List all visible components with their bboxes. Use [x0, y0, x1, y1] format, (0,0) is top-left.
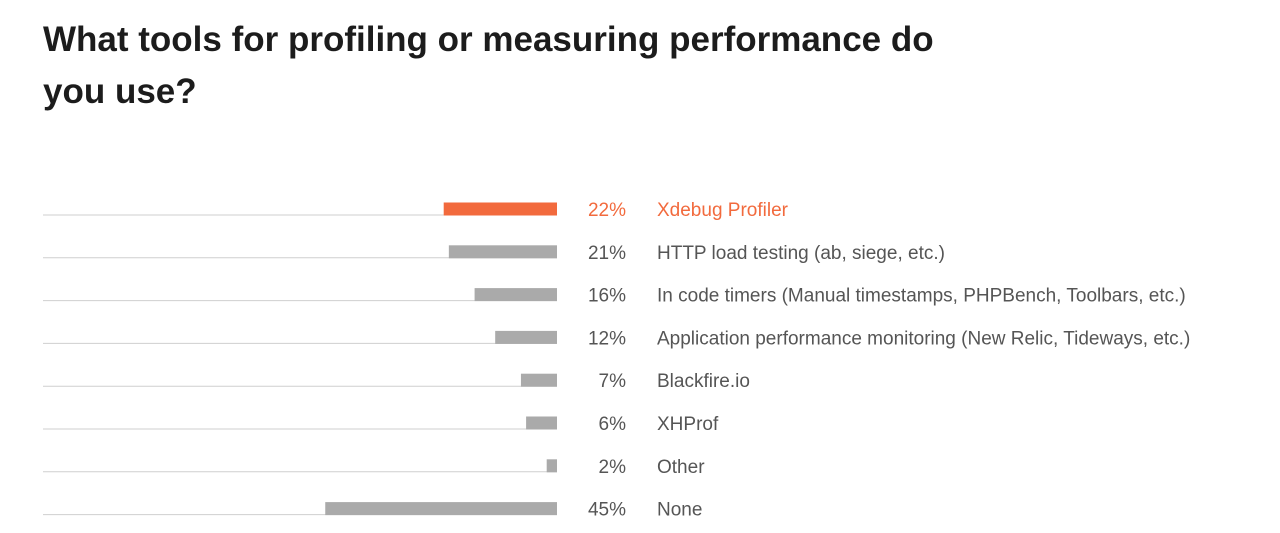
bar-value-label: 2% — [599, 457, 627, 478]
bar — [443, 202, 557, 216]
bar-category-label: Other — [657, 457, 705, 478]
bar-row: 12% Application performance monitoring (N… — [43, 328, 1190, 349]
bar — [495, 330, 557, 344]
bar-value-label: 16% — [588, 286, 626, 307]
bar — [448, 245, 557, 259]
bar-category-label: In code timers (Manual timestamps, PHPBe… — [657, 286, 1186, 307]
bar — [546, 459, 557, 473]
bar — [474, 288, 557, 302]
bar-row: 45% None — [43, 500, 702, 521]
bar-category-label: Blackfire.io — [657, 371, 750, 392]
bar — [325, 502, 557, 516]
bar-row: 22% Xdebug Profiler — [43, 200, 789, 221]
bar-category-label: None — [657, 500, 702, 521]
bar-category-label: Xdebug Profiler — [657, 200, 789, 221]
bar-category-label: XHProf — [657, 414, 719, 435]
bar-row: 21% HTTP load testing (ab, siege, etc.) — [43, 243, 945, 264]
bar-value-label: 6% — [599, 414, 627, 435]
bar — [526, 416, 557, 430]
bar-value-label: 21% — [588, 243, 626, 264]
bar-row: 16% In code timers (Manual timestamps, PH… — [43, 286, 1186, 307]
bar-value-label: 12% — [588, 328, 626, 349]
bar-row: 6% XHProf — [43, 414, 719, 435]
chart-title: What tools for profiling or measuring pe… — [43, 20, 934, 111]
bar — [520, 373, 557, 387]
bar-category-label: Application performance monitoring (New … — [657, 328, 1190, 349]
bar-row: 2% Other — [43, 457, 705, 478]
bar-value-label: 22% — [588, 200, 626, 221]
bar-category-label: HTTP load testing (ab, siege, etc.) — [657, 243, 945, 264]
bar-value-label: 45% — [588, 500, 626, 521]
bar-row: 7% Blackfire.io — [43, 371, 750, 392]
bar-value-label: 7% — [599, 371, 627, 392]
